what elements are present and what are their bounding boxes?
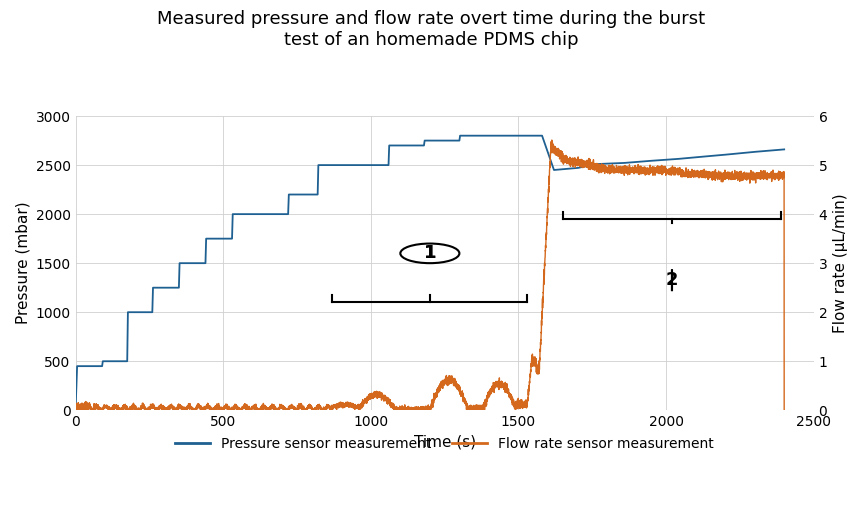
Flow rate sensor measurement xyxy=(595,164,606,171)
Flow rate sensor measurement xyxy=(71,402,81,409)
Text: Measured pressure and flow rate overt time during the burst
test of an homemade : Measured pressure and flow rate overt ti… xyxy=(157,10,706,49)
Pressure sensor measurement xyxy=(71,407,81,413)
Pressure sensor measurement xyxy=(406,143,416,149)
Line: Flow rate sensor measurement: Flow rate sensor measurement xyxy=(76,140,784,410)
X-axis label: Time (s): Time (s) xyxy=(413,435,476,449)
Pressure sensor measurement xyxy=(740,149,751,156)
Flow rate sensor measurement xyxy=(633,170,644,176)
Pressure sensor measurement xyxy=(749,149,759,155)
Flow rate sensor measurement xyxy=(546,137,557,143)
Pressure sensor measurement xyxy=(312,192,322,198)
Text: 2: 2 xyxy=(665,271,678,289)
Y-axis label: Flow rate (μL/min): Flow rate (μL/min) xyxy=(833,193,848,333)
Line: Pressure sensor measurement: Pressure sensor measurement xyxy=(76,136,784,410)
Flow rate sensor measurement xyxy=(490,382,501,388)
Flow rate sensor measurement xyxy=(327,405,337,411)
Legend: Pressure sensor measurement, Flow rate sensor measurement: Pressure sensor measurement, Flow rate s… xyxy=(170,431,720,456)
Text: 1: 1 xyxy=(424,244,436,263)
Flow rate sensor measurement xyxy=(779,407,790,413)
Flow rate sensor measurement xyxy=(106,407,117,413)
Pressure sensor measurement xyxy=(455,133,465,139)
Flow rate sensor measurement xyxy=(520,404,531,410)
Text: 1: 1 xyxy=(424,244,436,263)
Flow rate sensor measurement xyxy=(77,407,87,413)
Pressure sensor measurement xyxy=(608,160,619,167)
Pressure sensor measurement xyxy=(779,146,790,152)
Pressure sensor measurement xyxy=(589,161,599,168)
Y-axis label: Pressure (mbar): Pressure (mbar) xyxy=(15,202,30,325)
